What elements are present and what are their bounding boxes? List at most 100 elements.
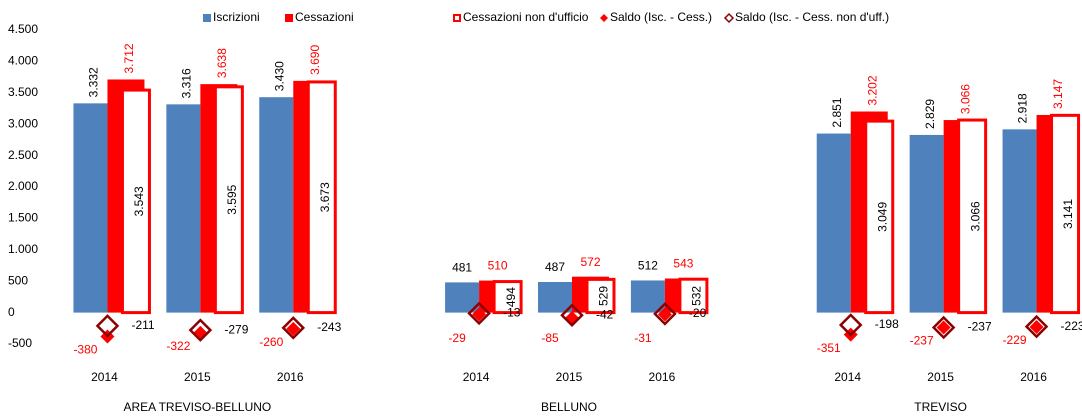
bar xyxy=(909,134,944,313)
marker xyxy=(95,314,120,338)
marker xyxy=(193,325,208,340)
bar xyxy=(259,97,294,313)
marker xyxy=(560,303,584,328)
data-label: 2.918 xyxy=(1016,93,1030,123)
data-label: 529 xyxy=(597,286,611,306)
data-label: 3.712 xyxy=(122,43,136,73)
bar xyxy=(678,277,709,315)
data-label: -322 xyxy=(166,339,190,353)
marker xyxy=(472,307,487,322)
marker xyxy=(653,302,677,326)
legend-swatch xyxy=(285,14,293,22)
x-tick-label: 2016 xyxy=(277,370,304,384)
data-label: 3.332 xyxy=(87,67,101,97)
data-label: -211 xyxy=(131,318,154,332)
data-label: 532 xyxy=(690,286,704,306)
data-label: -229 xyxy=(1003,333,1027,347)
data-label: 3.638 xyxy=(215,48,229,78)
y-tick-label: 0 xyxy=(8,305,15,319)
data-label: 2.829 xyxy=(923,99,937,129)
bar xyxy=(166,104,201,313)
data-label: 512 xyxy=(638,259,658,273)
y-tick-label: 2.500 xyxy=(8,148,38,162)
data-label: -31 xyxy=(634,331,652,345)
data-label: 3.202 xyxy=(865,75,879,105)
x-tick-label: 2014 xyxy=(463,370,490,384)
x-tick-label: 2016 xyxy=(1020,370,1047,384)
x-tick-label: 2016 xyxy=(649,370,676,384)
y-tick-label: 4.000 xyxy=(8,54,38,68)
data-label: 543 xyxy=(673,257,693,271)
legend-swatch xyxy=(600,14,608,22)
data-label: -198 xyxy=(875,317,899,331)
group-label: BELLUNO xyxy=(541,400,597,414)
marker xyxy=(1029,319,1044,334)
group-label: TREVISO xyxy=(914,400,967,414)
bar xyxy=(492,280,523,315)
bar xyxy=(816,133,851,313)
x-tick-label: 2015 xyxy=(927,370,954,384)
data-label: 3.066 xyxy=(958,84,972,114)
data-label: -351 xyxy=(817,341,841,355)
y-tick-label: 4.500 xyxy=(8,22,38,36)
bar xyxy=(957,118,988,315)
data-label: -42 xyxy=(596,307,614,321)
data-label: 3.690 xyxy=(308,45,322,75)
data-label: -243 xyxy=(317,320,341,334)
bar xyxy=(1002,129,1037,313)
legend-label: Saldo (Isc. - Cess.) xyxy=(610,10,712,24)
marker xyxy=(286,321,301,336)
y-tick-label: 1.000 xyxy=(8,242,38,256)
marker xyxy=(838,313,863,337)
x-tick-label: 2015 xyxy=(556,370,583,384)
legend-label: Cessazioni xyxy=(295,10,354,24)
data-label: 2.851 xyxy=(830,97,844,127)
data-label: 3.141 xyxy=(1061,199,1075,229)
y-tick-label: 2.000 xyxy=(8,179,38,193)
bar xyxy=(538,282,572,313)
y-tick-label: 1.500 xyxy=(8,211,38,225)
data-label: -223 xyxy=(1061,319,1082,333)
data-label: 510 xyxy=(488,259,508,273)
marker xyxy=(931,315,956,340)
data-label: -13 xyxy=(503,306,521,320)
data-label: 3.543 xyxy=(132,186,146,216)
bar xyxy=(585,277,616,315)
data-label: 3.673 xyxy=(318,182,332,212)
marker xyxy=(565,310,579,325)
data-label: -85 xyxy=(541,331,559,345)
data-label: -237 xyxy=(968,320,992,334)
bar xyxy=(306,80,337,315)
data-label: 494 xyxy=(504,287,518,307)
x-tick-label: 2014 xyxy=(91,370,118,384)
marker xyxy=(1024,314,1049,339)
legend-label: Saldo (Isc. - Cess. non d'uff.) xyxy=(735,10,889,24)
legend-label: Iscrizioni xyxy=(213,10,260,24)
group-label: AREA TREVISO-BELLUNO xyxy=(123,400,271,414)
data-label: 572 xyxy=(580,255,600,269)
legend-swatch xyxy=(723,12,735,24)
data-label: -279 xyxy=(224,322,248,336)
x-tick-label: 2014 xyxy=(834,370,861,384)
data-label: 3.316 xyxy=(180,68,194,98)
marker xyxy=(281,316,306,340)
legend-swatch xyxy=(453,14,461,22)
data-label: 3.595 xyxy=(225,184,239,214)
data-label: 481 xyxy=(452,261,472,275)
data-label: -237 xyxy=(910,334,934,348)
data-label: -260 xyxy=(259,335,283,349)
data-label: 3.066 xyxy=(968,201,982,231)
data-label: -380 xyxy=(73,343,97,357)
marker xyxy=(467,301,491,326)
legend-swatch xyxy=(203,14,211,22)
bar xyxy=(213,85,244,315)
y-tick-label: 3.000 xyxy=(8,116,38,130)
y-tick-label: -500 xyxy=(8,336,32,350)
bar xyxy=(73,103,108,313)
data-label: -20 xyxy=(689,306,707,320)
data-label: 3.049 xyxy=(875,202,889,232)
data-label: 3.147 xyxy=(1051,79,1065,109)
x-tick-label: 2015 xyxy=(184,370,211,384)
bar xyxy=(630,280,665,313)
bar xyxy=(864,119,895,315)
